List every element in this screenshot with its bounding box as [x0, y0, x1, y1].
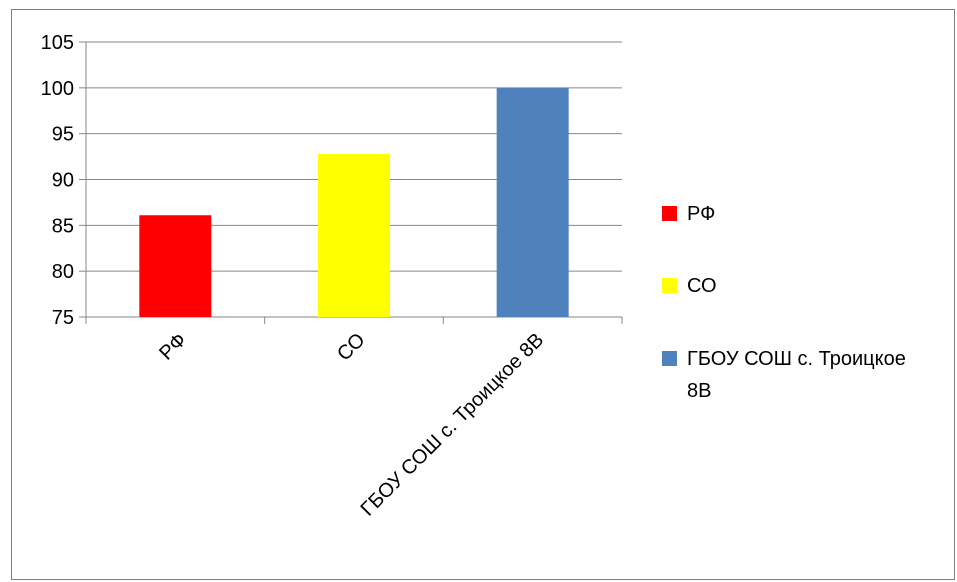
bar-2	[318, 153, 390, 317]
y-tick-label: 85	[52, 215, 74, 237]
y-tick-label: 90	[52, 170, 74, 192]
legend-label-1: РФ	[687, 203, 715, 225]
legend-swatch-1	[662, 206, 677, 221]
x-tick-label: РФ	[155, 329, 191, 365]
y-tick-label: 95	[52, 124, 74, 146]
y-tick-label: 75	[52, 307, 74, 329]
x-tick-label: СО	[333, 329, 369, 365]
legend-label-2: СО	[687, 275, 717, 297]
legend-swatch-3	[662, 351, 677, 366]
x-tick-label: ГБОУ СОШ с. Троицкое 8В	[357, 329, 549, 521]
bar-3	[496, 87, 569, 317]
y-tick-label: 100	[41, 78, 74, 100]
legend-swatch-2	[662, 278, 677, 293]
bar-1	[139, 215, 212, 317]
legend-label-3: ГБОУ СОШ с. Троицкое 8В	[687, 348, 906, 402]
y-tick-label: 80	[52, 261, 74, 283]
y-tick-label: 105	[41, 32, 74, 54]
